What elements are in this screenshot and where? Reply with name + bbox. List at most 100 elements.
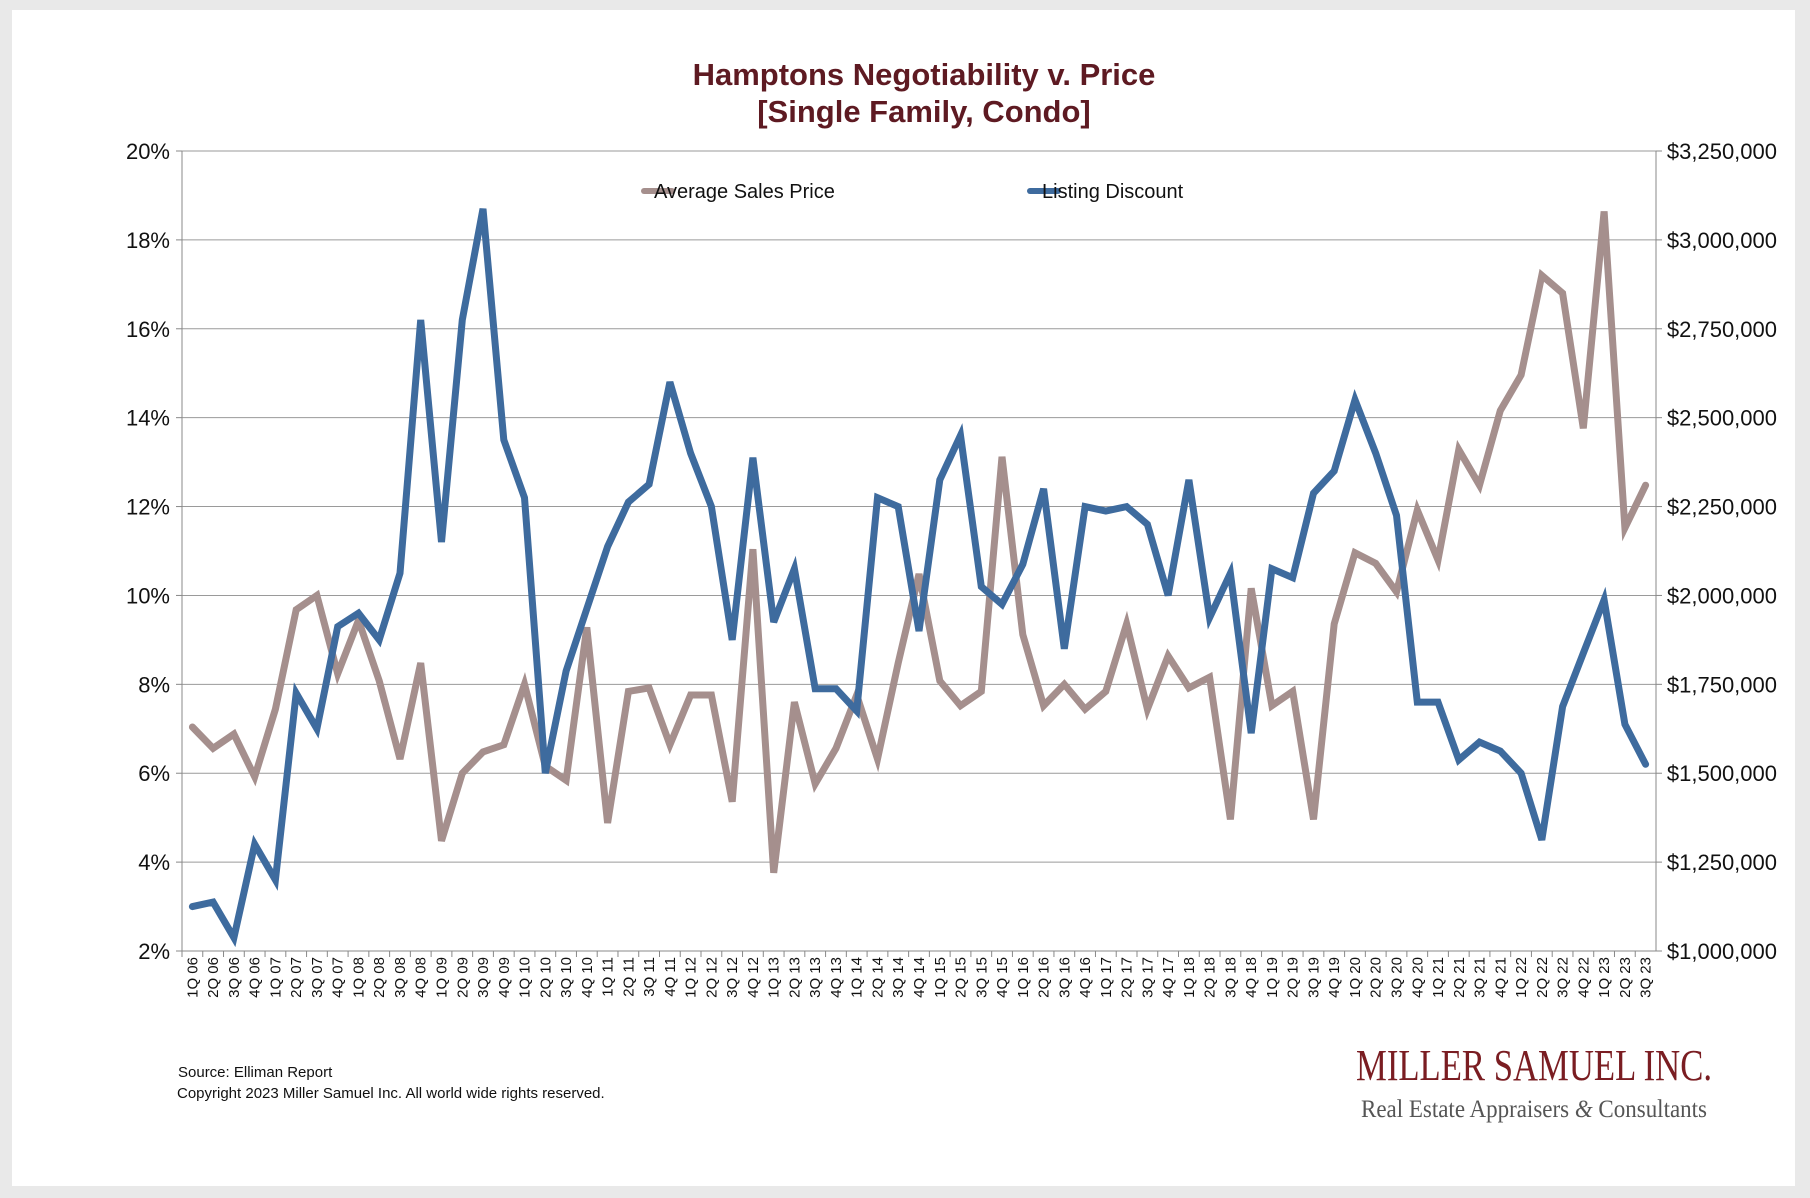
x-tick-label: 3Q 20 xyxy=(1388,957,1405,998)
legend-label-average-sales-price: Average Sales Price xyxy=(654,181,835,203)
left-tick-label: 4% xyxy=(138,850,170,875)
x-tick-label: 2Q 08 xyxy=(371,957,388,998)
right-tick-label: $3,250,000 xyxy=(1667,139,1777,164)
x-tick-label: 4Q 08 xyxy=(413,957,430,998)
company-logo: MILLER SAMUEL INC. Real Estate Appraiser… xyxy=(1356,1041,1712,1123)
x-tick-label: 2Q 07 xyxy=(288,957,305,998)
x-tick-label: 4Q 10 xyxy=(579,957,596,998)
logo-name: MILLER SAMUEL INC. xyxy=(1356,1041,1712,1090)
x-tick-label: 3Q 22 xyxy=(1555,957,1572,998)
right-tick-label: $1,750,000 xyxy=(1667,672,1777,697)
x-tick-label: 3Q 16 xyxy=(1056,957,1073,998)
x-tick-label: 4Q 14 xyxy=(911,957,928,998)
right-axis-ticks: $1,000,000 $1,250,000 $1,500,000 $1,750,000… xyxy=(1656,139,1777,964)
x-tick-label: 1Q 12 xyxy=(683,957,700,998)
copyright-note: Copyright 2023 Miller Samuel Inc. All wo… xyxy=(177,1085,605,1102)
x-tick-label: 4Q 21 xyxy=(1492,957,1509,998)
source-note: Source: Elliman Report xyxy=(178,1064,333,1081)
x-tick-label: 1Q 14 xyxy=(849,957,866,998)
x-tick-label: 2Q 16 xyxy=(1036,957,1053,998)
x-tick-label: 4Q 19 xyxy=(1326,957,1343,998)
right-tick-label: $1,250,000 xyxy=(1667,850,1777,875)
x-tick-label: 3Q 18 xyxy=(1222,957,1239,998)
right-tick-label: $2,500,000 xyxy=(1667,406,1777,431)
x-tick-label: 2Q 17 xyxy=(1119,957,1136,998)
x-tick-label: 1Q 20 xyxy=(1347,957,1364,998)
x-tick-label: 3Q 07 xyxy=(309,957,326,998)
x-tick-label: 4Q 22 xyxy=(1575,957,1592,998)
x-tick-label: 1Q 23 xyxy=(1596,957,1613,998)
x-tick-label: 4Q 09 xyxy=(496,957,513,998)
right-tick-label: $3,000,000 xyxy=(1667,228,1777,253)
x-tick-label: 4Q 16 xyxy=(1077,957,1094,998)
chart-svg: Hamptons Negotiability v. Price [Single … xyxy=(12,10,1795,1186)
left-tick-label: 10% xyxy=(126,583,170,608)
x-tick-label: 4Q 06 xyxy=(247,957,264,998)
series-line-listing-discount xyxy=(192,209,1645,938)
x-tick-label: 3Q 21 xyxy=(1472,957,1489,998)
x-tick-label: 3Q 06 xyxy=(226,957,243,998)
x-tick-label: 3Q 23 xyxy=(1638,957,1655,998)
legend-label-listing-discount: Listing Discount xyxy=(1042,181,1184,203)
left-tick-label: 12% xyxy=(126,495,170,520)
x-tick-label: 2Q 11 xyxy=(620,957,637,997)
x-tick-label: 2Q 20 xyxy=(1368,957,1385,998)
x-tick-label: 2Q 21 xyxy=(1451,957,1468,998)
left-tick-label: 20% xyxy=(126,139,170,164)
x-tick-label: 2Q 14 xyxy=(869,957,886,998)
x-axis-ticks: 1Q 06 2Q 06 3Q 06 4Q 06 1Q 07 2Q 07 3Q 07 4Q 07… xyxy=(182,951,1655,998)
x-tick-label: 3Q 15 xyxy=(973,957,990,998)
right-tick-label: $1,000,000 xyxy=(1667,939,1777,964)
chart-title: Hamptons Negotiability v. Price xyxy=(693,57,1156,92)
x-tick-label: 3Q 08 xyxy=(392,957,409,998)
legend: Average Sales Price Listing Discount xyxy=(644,181,1184,203)
x-tick-label: 1Q 22 xyxy=(1513,957,1530,998)
right-tick-label: $2,750,000 xyxy=(1667,317,1777,342)
x-tick-label: 4Q 20 xyxy=(1409,957,1426,998)
chart-card: Hamptons Negotiability v. Price [Single … xyxy=(12,10,1795,1186)
x-tick-label: 3Q 13 xyxy=(807,957,824,998)
x-tick-label: 2Q 18 xyxy=(1202,957,1219,998)
x-tick-label: 1Q 13 xyxy=(766,957,783,998)
x-tick-label: 2Q 15 xyxy=(953,957,970,998)
left-tick-label: 14% xyxy=(126,406,170,431)
x-tick-label: 2Q 13 xyxy=(786,957,803,998)
left-axis-ticks: 2% 4% 6% 8% 10% 12% 14% 16% 18% 20% xyxy=(126,139,182,964)
x-tick-label: 1Q 06 xyxy=(184,957,201,998)
x-tick-label: 2Q 23 xyxy=(1617,957,1634,998)
x-tick-label: 2Q 09 xyxy=(454,957,471,998)
x-tick-label: 3Q 14 xyxy=(890,957,907,998)
x-tick-label: 2Q 10 xyxy=(537,957,554,998)
x-tick-label: 2Q 19 xyxy=(1285,957,1302,998)
x-tick-label: 4Q 13 xyxy=(828,957,845,998)
left-tick-label: 6% xyxy=(138,761,170,786)
x-tick-label: 3Q 11 xyxy=(641,957,658,997)
left-tick-label: 8% xyxy=(138,672,170,697)
x-tick-label: 4Q 18 xyxy=(1243,957,1260,998)
x-tick-label: 1Q 11 xyxy=(600,957,617,997)
x-tick-label: 4Q 12 xyxy=(745,957,762,998)
logo-tagline: Real Estate Appraisers & Consultants xyxy=(1361,1096,1707,1123)
x-tick-label: 1Q 15 xyxy=(932,957,949,998)
x-tick-label: 2Q 12 xyxy=(703,957,720,998)
x-tick-label: 1Q 16 xyxy=(1015,957,1032,998)
chart-subtitle: [Single Family, Condo] xyxy=(757,94,1091,129)
right-tick-label: $1,500,000 xyxy=(1667,761,1777,786)
right-tick-label: $2,250,000 xyxy=(1667,495,1777,520)
x-tick-label: 1Q 10 xyxy=(517,957,534,998)
x-tick-label: 3Q 09 xyxy=(475,957,492,998)
x-tick-label: 1Q 19 xyxy=(1264,957,1281,998)
left-tick-label: 2% xyxy=(138,939,170,964)
x-tick-label: 1Q 07 xyxy=(267,957,284,998)
x-tick-label: 1Q 21 xyxy=(1430,957,1447,998)
x-tick-label: 1Q 09 xyxy=(434,957,451,998)
x-tick-label: 3Q 19 xyxy=(1305,957,1322,998)
x-tick-label: 2Q 22 xyxy=(1534,957,1551,998)
x-tick-label: 4Q 11 xyxy=(662,957,679,997)
x-tick-label: 4Q 15 xyxy=(994,957,1011,998)
left-tick-label: 18% xyxy=(126,228,170,253)
x-tick-label: 1Q 17 xyxy=(1098,957,1115,998)
x-tick-label: 3Q 10 xyxy=(558,957,575,998)
x-tick-label: 2Q 06 xyxy=(205,957,222,998)
series-lines xyxy=(192,209,1645,938)
